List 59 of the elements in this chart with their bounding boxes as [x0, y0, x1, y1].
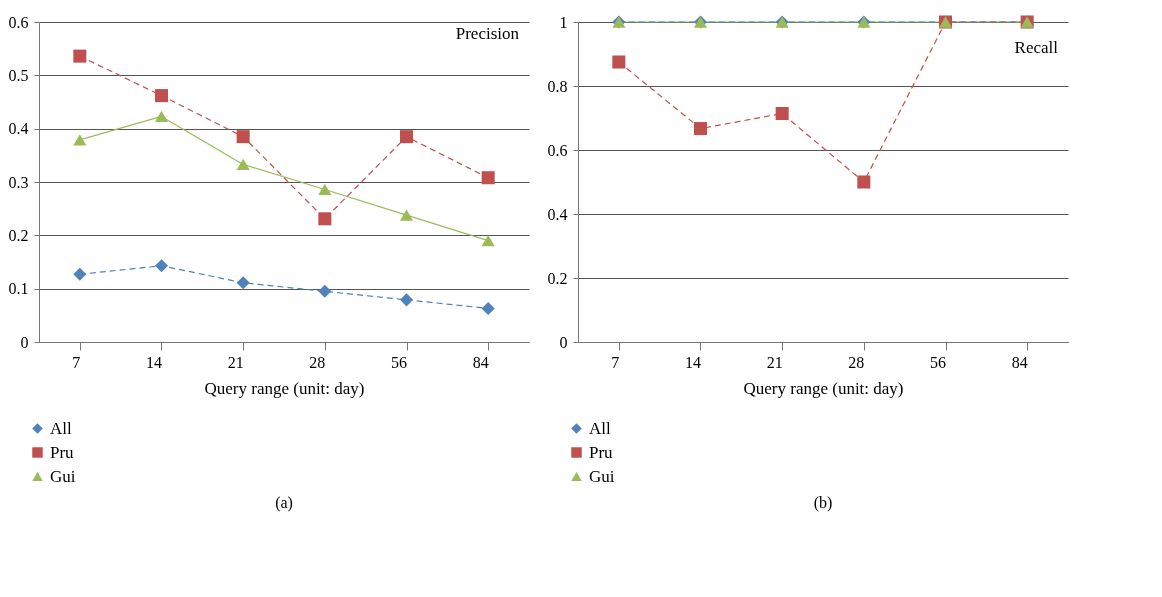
y-tick-label: 0.4 [8, 120, 29, 138]
point [73, 49, 87, 63]
y-tick-label: 0.2 [8, 226, 29, 244]
legend-label: All [50, 418, 72, 438]
y-tick-label: 1 [559, 13, 568, 31]
point [73, 134, 87, 146]
point [154, 110, 169, 123]
point [236, 276, 250, 290]
point [857, 175, 871, 189]
y-tick-label: 0 [559, 333, 568, 351]
point [318, 284, 332, 298]
x-axis-title: Query range (unit: day) [743, 378, 904, 398]
x-tick-label: 56 [391, 353, 407, 371]
x-tick-label: 28 [309, 353, 326, 371]
y-tick-label: 0.6 [8, 13, 29, 31]
x-tick-label: 14 [685, 353, 701, 371]
point [154, 259, 169, 273]
point [481, 301, 495, 315]
x-tick-label: 28 [848, 353, 865, 371]
x-tick-label: 21 [227, 353, 244, 371]
x-tick-label: 84 [1011, 353, 1028, 371]
point [612, 55, 626, 69]
legend-label: Gui [589, 466, 615, 486]
text: (a) [275, 494, 293, 512]
y-tick-label: 0 [20, 333, 29, 351]
point [399, 130, 414, 144]
y-tick-label: 0.4 [547, 205, 568, 223]
y-tick-label: 0.8 [547, 77, 568, 95]
point [236, 158, 250, 171]
point [399, 209, 414, 221]
x-axis-title: Query range (unit: day) [204, 378, 365, 398]
y-tick-label: 0.2 [547, 269, 568, 287]
legend-label: Pru [589, 442, 614, 462]
y-tick-label: 0.3 [8, 173, 29, 191]
point [318, 183, 332, 196]
y-tick-label: 0.5 [8, 66, 29, 84]
point [481, 235, 495, 247]
y-tick-label: 0.1 [8, 280, 29, 298]
point [775, 107, 789, 121]
x-tick-label: 7 [72, 353, 81, 371]
x-tick-label: 21 [766, 353, 783, 371]
point [154, 89, 169, 103]
point [73, 267, 87, 281]
point [399, 293, 414, 307]
annotation: Recall [1014, 38, 1059, 57]
point [693, 122, 708, 136]
point [236, 130, 250, 144]
x-tick-label: 84 [472, 353, 489, 371]
text: (b) [813, 494, 833, 512]
annotation: Precision [455, 24, 520, 43]
legend-label: All [589, 418, 611, 438]
point [318, 212, 332, 226]
point [481, 171, 495, 185]
y-tick-label: 0.6 [547, 141, 568, 159]
x-tick-label: 56 [930, 353, 946, 371]
x-tick-label: 7 [611, 353, 620, 371]
legend-label: Gui [50, 466, 76, 486]
legend-label: Pru [50, 442, 75, 462]
x-tick-label: 14 [146, 353, 162, 371]
